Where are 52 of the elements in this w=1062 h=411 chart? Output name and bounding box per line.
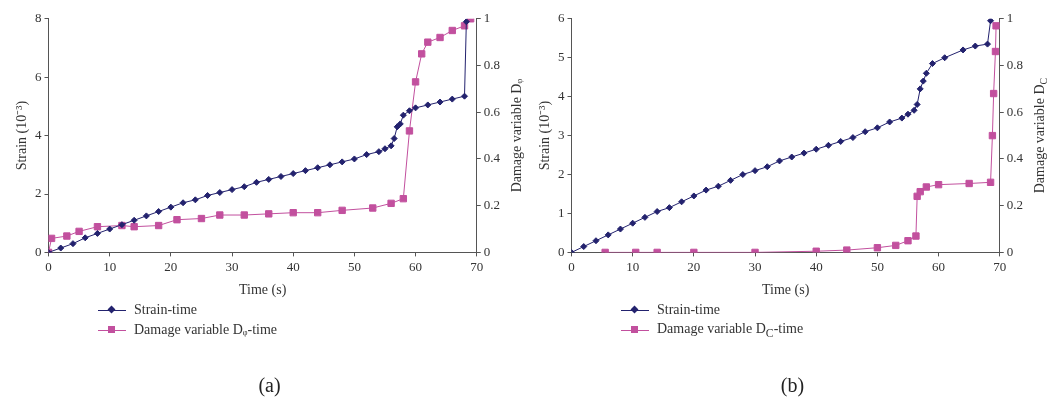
x-tick-label: 40 [809, 258, 823, 274]
y2-tick-label: 0.2 [483, 197, 500, 213]
x-tick-label: 50 [870, 258, 884, 274]
x-tick-label: 10 [626, 258, 640, 274]
y2-tick-label: 0.8 [1006, 56, 1023, 72]
y2-tick-label: 0.6 [483, 103, 501, 119]
x-axis-title: Time (s) [761, 281, 810, 298]
y-tick-label: 0 [35, 243, 42, 259]
x-tick-label: 0 [45, 258, 52, 274]
x-tick-label: 0 [568, 258, 575, 274]
y2-axis-title: Damage variable Dᵩ [508, 78, 524, 193]
x-tick-label: 10 [103, 258, 117, 274]
x-tick-label: 50 [347, 258, 361, 274]
x-tick-label: 60 [409, 258, 423, 274]
y-tick-label: 2 [35, 185, 42, 201]
y2-tick-label: 0.2 [1006, 197, 1023, 213]
y2-tick-label: 0.6 [1006, 103, 1024, 119]
y-axis-title: Strain (10⁻³) [536, 100, 553, 171]
x-axis-title: Time (s) [238, 281, 287, 298]
x-tick-label: 20 [687, 258, 701, 274]
y-tick-label: 6 [35, 68, 42, 84]
x-tick-label: 30 [225, 258, 239, 274]
y2-axis-title: Damage variable DC [1031, 77, 1049, 194]
y-axis-title: Strain (10⁻³) [13, 100, 30, 171]
y-tick-label: 5 [558, 49, 565, 65]
y-tick-label: 2 [558, 165, 565, 181]
y-tick-label: 4 [558, 88, 565, 104]
legend-label: Strain-time [657, 302, 720, 318]
y2-tick-label: 0.8 [483, 56, 500, 72]
x-tick-label: 70 [470, 258, 484, 274]
y2-tick-label: 0 [1006, 243, 1014, 259]
x-tick-label: 40 [286, 258, 300, 274]
x-tick-label: 60 [932, 258, 946, 274]
y2-tick-label: 0 [483, 243, 491, 259]
x-tick-label: 30 [748, 258, 762, 274]
x-tick-label: 70 [993, 258, 1007, 274]
y-tick-label: 0 [558, 243, 565, 259]
y-tick-label: 1 [558, 204, 565, 220]
legend-label: Strain-time [134, 302, 197, 318]
legend-label: Damage variable Dᵩ-time [134, 322, 278, 338]
y-tick-label: 6 [558, 10, 565, 26]
text: (a) [257, 374, 282, 397]
y-tick-label: 8 [35, 10, 42, 26]
x-tick-label: 20 [164, 258, 178, 274]
legend-label: Damage variable D$_{C}$-time [657, 320, 804, 340]
y-tick-label: 3 [558, 127, 565, 143]
y-tick-label: 4 [35, 127, 42, 143]
y2-tick-label: 1 [483, 10, 491, 26]
y2-tick-label: 0.4 [1006, 150, 1024, 166]
y2-tick-label: 1 [1006, 10, 1014, 26]
y2-tick-label: 0.4 [483, 150, 501, 166]
text: (b) [779, 374, 806, 397]
